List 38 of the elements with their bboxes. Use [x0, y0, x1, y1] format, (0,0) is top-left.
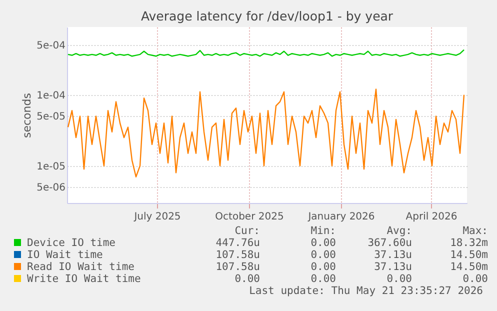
text: 14.50m — [449, 249, 488, 261]
legend-label: Write IO Wait time — [26, 273, 142, 285]
y-tick-label: 5e-05 — [36, 112, 66, 123]
y-tick-label: 1e-04 — [36, 90, 66, 102]
text: 37.13u — [373, 249, 412, 261]
y-tick-label: 5e-04 — [36, 40, 66, 52]
text: 0.00 — [310, 249, 336, 261]
text: 37.13u — [373, 261, 412, 273]
y-axis-title: seconds — [20, 92, 34, 138]
legend-label: Read IO Wait time — [26, 261, 136, 273]
x-tick-label: October 2025 — [215, 212, 284, 222]
chart-title: Average latency for /dev/loop1 - by year — [140, 8, 394, 24]
line-series — [67, 49, 465, 57]
text: 0.00 — [386, 273, 412, 285]
y-tick-label: 5e-06 — [36, 182, 66, 194]
x-tick-label: April 2026 — [406, 212, 458, 222]
line-series — [67, 88, 465, 178]
text: 367.60u — [366, 237, 412, 249]
x-tick-label: January 2026 — [307, 212, 375, 222]
legend-label: Device IO time — [26, 237, 117, 249]
y-tick-label: 1e-05 — [36, 161, 66, 172]
text: 107.58u — [214, 261, 260, 273]
text: Max: — [462, 225, 488, 237]
text: 14.50m — [449, 261, 488, 273]
text: Cur: — [234, 225, 260, 237]
x-tick-label: July 2025 — [133, 212, 181, 222]
text: 0.00 — [310, 261, 336, 273]
text: 0.00 — [234, 273, 260, 285]
text: 447.76u — [214, 237, 260, 249]
text: 18.32m — [449, 237, 488, 249]
text: 0.00 — [310, 237, 336, 249]
text: 0.00 — [310, 273, 336, 285]
text: Avg: — [386, 225, 412, 237]
text: Min: — [310, 225, 336, 237]
legend-label: IO Wait time — [26, 249, 104, 261]
text: 107.58u — [214, 249, 260, 261]
text: Last update: Thu May 21 23:35:27 2026 — [248, 285, 483, 297]
text: 0.00 — [462, 273, 488, 285]
